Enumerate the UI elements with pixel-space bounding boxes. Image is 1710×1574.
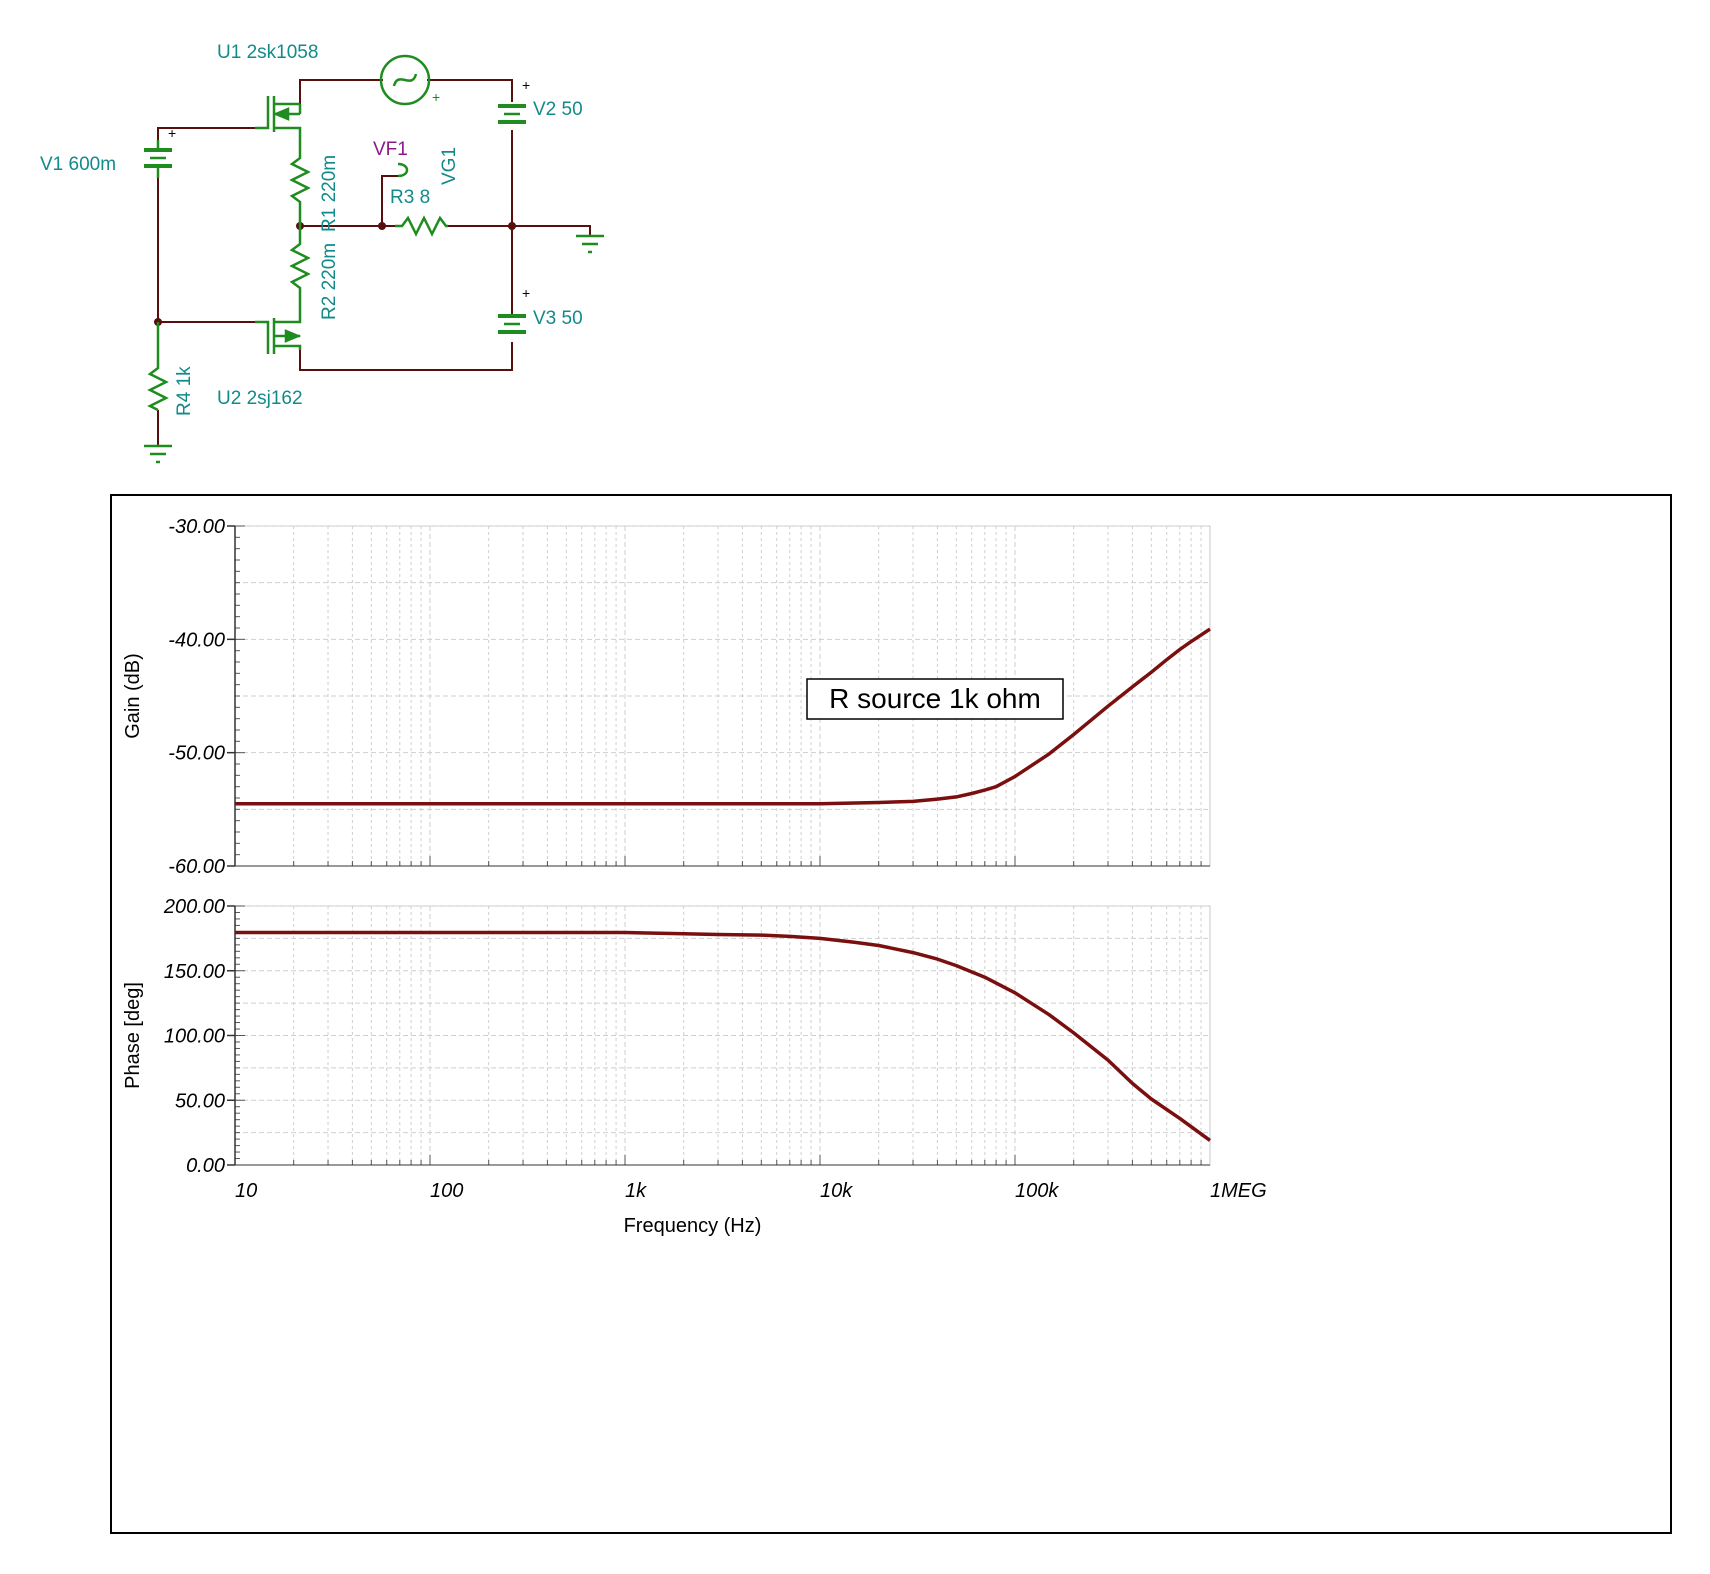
ground-symbol-r3 bbox=[576, 234, 604, 254]
x-tick-label: 10k bbox=[820, 1180, 853, 1202]
resistor-r4-symbol bbox=[147, 322, 169, 412]
label-r2: R2 220m bbox=[319, 243, 340, 320]
polarity-plus: + bbox=[522, 77, 530, 93]
wire-probe bbox=[381, 175, 398, 226]
polarity-plus: + bbox=[522, 285, 530, 301]
label-u2: U2 2sj162 bbox=[217, 388, 303, 409]
label-v2: V2 50 bbox=[533, 99, 583, 120]
wire-v3-to-u2 bbox=[299, 342, 513, 371]
y-tick-label: 50.00 bbox=[175, 1090, 225, 1112]
y-axis-title-gain: Gain (dB) bbox=[122, 653, 144, 739]
x-tick-label: 100 bbox=[430, 1180, 463, 1202]
x-tick-label: 10 bbox=[235, 1180, 257, 1202]
polarity-plus: + bbox=[432, 89, 440, 105]
y-tick-label: -30.00 bbox=[168, 516, 225, 538]
label-vg1: VG1 bbox=[439, 147, 460, 185]
wire-v1-to-u1-gate bbox=[157, 127, 255, 145]
annotation-text: R source 1k ohm bbox=[829, 683, 1041, 714]
gain-series-line bbox=[235, 627, 1211, 806]
x-tick-label: 1k bbox=[625, 1180, 647, 1202]
polarity-plus: + bbox=[168, 125, 176, 141]
components bbox=[144, 54, 604, 464]
junction-dot bbox=[378, 222, 386, 230]
mosfet-u1-symbol bbox=[255, 96, 302, 150]
label-vf1: VF1 bbox=[373, 139, 408, 160]
y-tick-label: -50.00 bbox=[168, 743, 225, 765]
y-tick-label: -60.00 bbox=[168, 856, 225, 878]
phase-series-line bbox=[235, 930, 1212, 1142]
y-tick-label: 150.00 bbox=[164, 961, 225, 983]
x-axis-title: Frequency (Hz) bbox=[624, 1215, 762, 1237]
wire-r3-to-ground bbox=[448, 225, 591, 236]
junction-dot bbox=[508, 222, 516, 230]
wire-source-to-v2 bbox=[427, 79, 513, 102]
phase-panel: 200.00 150.00 100.00 50.00 0.00 Phase [deg] 10… bbox=[122, 896, 1267, 1237]
label-u1: U1 2sk1058 bbox=[217, 42, 318, 63]
battery-v2-symbol bbox=[498, 104, 526, 124]
wire-u1-drain-to-source bbox=[299, 79, 383, 104]
battery-v1-symbol bbox=[144, 140, 172, 178]
voltage-probe-vf1-symbol bbox=[397, 162, 409, 178]
annotation-box bbox=[806, 678, 1064, 720]
x-tick-label: 1MEG bbox=[1210, 1180, 1267, 1202]
label-v1: V1 600m bbox=[40, 154, 116, 175]
y-tick-label: 0.00 bbox=[186, 1155, 225, 1177]
battery-v3-symbol bbox=[498, 314, 526, 334]
mosfet-u2-symbol bbox=[255, 300, 302, 354]
y-tick-label: -40.00 bbox=[168, 629, 225, 651]
label-r4: R4 1k bbox=[174, 366, 195, 416]
y-tick-label: 200.00 bbox=[163, 896, 225, 918]
y-tick-label: 100.00 bbox=[164, 1026, 225, 1048]
resistor-r2-symbol bbox=[289, 226, 311, 300]
label-v3: V3 50 bbox=[533, 308, 583, 329]
polarity-marks: + + + + bbox=[168, 77, 530, 301]
resistor-r3-symbol bbox=[395, 215, 448, 237]
circuit-schematic: + + + + U1 2sk1058 U2 2sj162 V1 600m V2 … bbox=[40, 42, 604, 464]
x-tick-label: 100k bbox=[1015, 1180, 1059, 1202]
plot-frame bbox=[110, 494, 1672, 1534]
ac-source-vg1-symbol bbox=[379, 54, 431, 106]
y-axis-title-phase: Phase [deg] bbox=[122, 982, 144, 1089]
label-r3: R3 8 bbox=[390, 187, 430, 208]
label-r1: R1 220m bbox=[319, 155, 340, 232]
ac-source-wave bbox=[392, 73, 418, 87]
resistor-r1-symbol bbox=[289, 150, 311, 226]
gain-panel: -30.00 -40.00 -50.00 -60.00 Gain (dB) R sourc… bbox=[122, 516, 1211, 878]
ground-symbol-r4 bbox=[144, 444, 172, 464]
